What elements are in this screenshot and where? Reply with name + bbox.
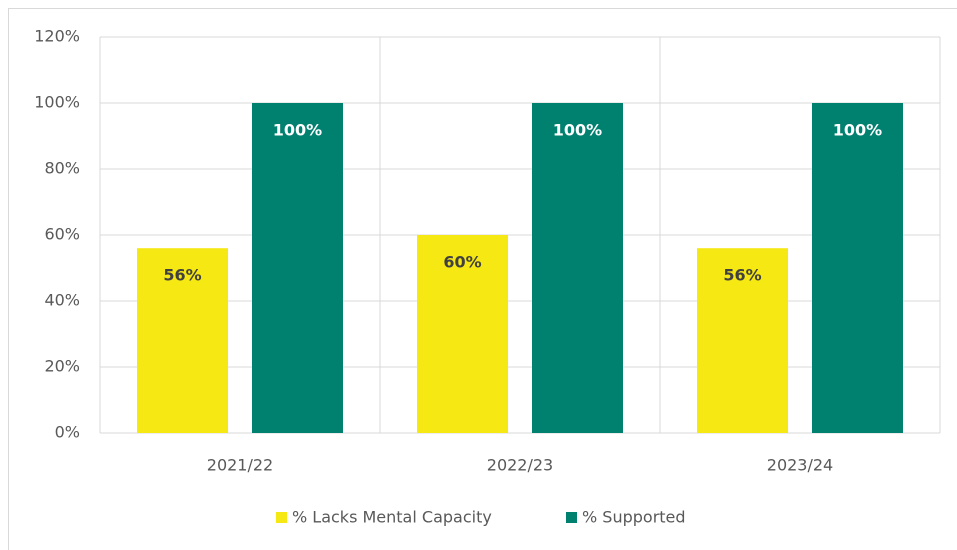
y-tick-label: 0% xyxy=(55,423,80,442)
x-tick-label: 2023/24 xyxy=(767,456,833,475)
data-label: 60% xyxy=(443,253,481,272)
bar xyxy=(252,103,343,433)
x-tick-label: 2021/22 xyxy=(207,456,273,475)
y-tick-label: 100% xyxy=(34,93,80,112)
chart-border xyxy=(8,8,957,550)
data-label: 56% xyxy=(723,266,761,285)
legend-swatch xyxy=(276,512,287,523)
data-label: 100% xyxy=(273,121,322,140)
y-tick-label: 20% xyxy=(44,357,80,376)
bar xyxy=(697,248,788,433)
y-tick-label: 120% xyxy=(34,27,80,46)
bar xyxy=(137,248,228,433)
bar xyxy=(532,103,623,433)
y-tick-label: 80% xyxy=(44,159,80,178)
data-label: 100% xyxy=(833,121,882,140)
bar xyxy=(812,103,903,433)
data-label: 100% xyxy=(553,121,602,140)
legend-label: % Supported xyxy=(582,508,686,527)
data-label: 56% xyxy=(163,266,201,285)
legend-label: % Lacks Mental Capacity xyxy=(292,508,492,527)
y-tick-label: 40% xyxy=(44,291,80,310)
bar xyxy=(417,235,508,433)
legend-swatch xyxy=(566,512,577,523)
x-tick-label: 2022/23 xyxy=(487,456,553,475)
y-tick-label: 60% xyxy=(44,225,80,244)
